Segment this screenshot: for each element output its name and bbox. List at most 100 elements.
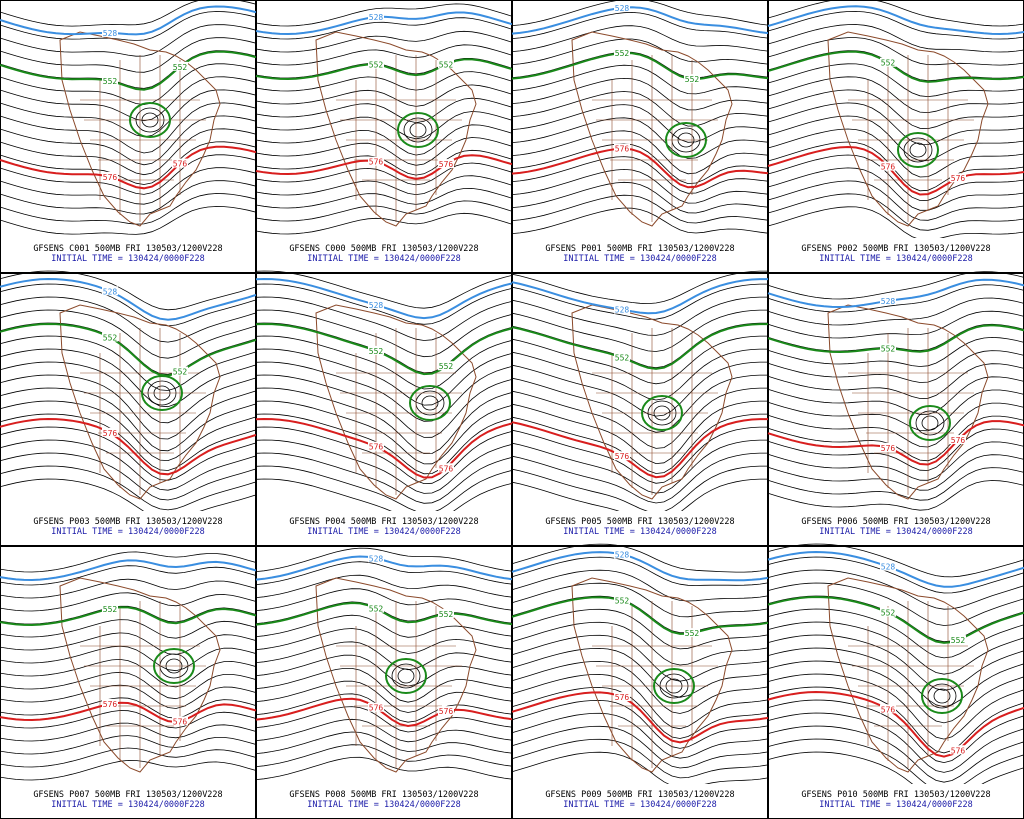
contour bbox=[767, 63, 1024, 98]
state-lines bbox=[336, 601, 462, 768]
height-contour bbox=[511, 147, 769, 189]
contour bbox=[0, 89, 257, 138]
height-contour bbox=[767, 145, 1024, 196]
contour-label: 552 bbox=[439, 61, 454, 70]
panel-frame bbox=[768, 546, 1024, 819]
contour bbox=[255, 270, 513, 309]
height-contour bbox=[0, 145, 257, 190]
low-contour bbox=[921, 415, 939, 431]
panel: 552 576 576 GFSENS P002 500MB FRI 130503/12… bbox=[767, 0, 1024, 273]
contour bbox=[255, 111, 513, 140]
contour bbox=[0, 759, 257, 781]
caption: GFSENS P006 500MB FRI 130503/1200V228 bbox=[801, 517, 990, 527]
label-bg bbox=[102, 27, 118, 37]
label-bg bbox=[438, 59, 454, 69]
label-bg bbox=[614, 143, 630, 153]
contour bbox=[255, 614, 513, 638]
contour bbox=[255, 296, 513, 341]
label-bg bbox=[950, 745, 966, 755]
contour bbox=[0, 658, 257, 688]
state-lines bbox=[336, 328, 462, 495]
contour-label: 552 bbox=[103, 77, 118, 86]
contour bbox=[255, 212, 513, 235]
contour bbox=[255, 84, 513, 107]
contour bbox=[767, 154, 1024, 201]
label-bg bbox=[880, 161, 896, 171]
contour bbox=[255, 137, 513, 166]
contour bbox=[255, 175, 513, 196]
label-bg bbox=[880, 295, 896, 305]
contour-label: 528 bbox=[369, 554, 384, 563]
height-contour bbox=[0, 559, 257, 582]
contour bbox=[255, 374, 513, 438]
contour bbox=[255, 162, 513, 186]
contour bbox=[767, 660, 1024, 724]
contour bbox=[0, 710, 257, 729]
caption: GFSENS C000 500MB FRI 130503/1200V228 bbox=[289, 244, 478, 254]
label-bg bbox=[614, 451, 630, 461]
contour-label: 552 bbox=[881, 345, 896, 354]
low-contour bbox=[409, 122, 427, 138]
contour bbox=[0, 735, 257, 755]
contour bbox=[0, 578, 257, 599]
initial-time: INITIAL TIME = 130424/0000F228 bbox=[51, 527, 205, 537]
contour-label: 576 bbox=[615, 693, 630, 702]
caption-bg bbox=[513, 784, 767, 818]
contour-label: 552 bbox=[685, 75, 700, 84]
contour bbox=[255, 478, 513, 524]
caption: GFSENS P001 500MB FRI 130503/1200V228 bbox=[545, 244, 734, 254]
contour bbox=[767, 608, 1024, 659]
contour bbox=[511, 143, 769, 185]
height-contour bbox=[0, 701, 257, 724]
contour bbox=[255, 731, 513, 754]
caption-bg bbox=[257, 511, 511, 545]
contour bbox=[767, 336, 1024, 367]
contour bbox=[767, 454, 1024, 491]
contour bbox=[0, 439, 257, 491]
panel-frame bbox=[0, 546, 256, 819]
contour bbox=[511, 452, 768, 504]
contour bbox=[255, 200, 513, 222]
map-outline bbox=[315, 31, 477, 227]
contour bbox=[0, 270, 257, 311]
low-ring bbox=[129, 102, 171, 138]
caption-bg bbox=[257, 784, 511, 818]
label-bg bbox=[172, 61, 188, 71]
map-outline bbox=[59, 304, 221, 500]
contour bbox=[255, 718, 513, 743]
contour bbox=[255, 400, 513, 465]
panel-frame bbox=[0, 0, 256, 273]
low-ring bbox=[397, 112, 439, 148]
caption: GFSENS P008 500MB FRI 130503/1200V228 bbox=[289, 790, 478, 800]
contour bbox=[767, 180, 1024, 221]
label-bg bbox=[950, 435, 966, 445]
contour bbox=[255, 3, 513, 27]
contour bbox=[0, 361, 257, 424]
label-bg bbox=[172, 716, 188, 726]
map-outline bbox=[59, 577, 221, 773]
contour-label: 528 bbox=[103, 287, 118, 296]
map-outline bbox=[827, 577, 989, 773]
height-contour bbox=[0, 50, 257, 91]
contour bbox=[0, 0, 257, 27]
height-contour bbox=[511, 551, 769, 582]
caption-bg bbox=[769, 511, 1023, 545]
map-outline bbox=[571, 31, 733, 227]
contour bbox=[767, 582, 1024, 626]
panel: 552 576 576 GFSENS P007 500MB FRI 130503/12… bbox=[0, 546, 257, 819]
label-bg bbox=[368, 702, 384, 712]
contour bbox=[511, 348, 768, 401]
caption: GFSENS P005 500MB FRI 130503/1200V228 bbox=[545, 517, 734, 527]
contour-label: 528 bbox=[103, 29, 118, 38]
contour-label: 552 bbox=[615, 354, 630, 363]
label-bg bbox=[172, 158, 188, 168]
contour bbox=[0, 387, 257, 452]
label-bg bbox=[102, 171, 118, 181]
label-bg bbox=[614, 549, 630, 559]
label-bg bbox=[102, 698, 118, 708]
contour bbox=[511, 686, 769, 739]
contour bbox=[511, 413, 768, 474]
low-contour bbox=[909, 142, 927, 158]
contour bbox=[511, 283, 768, 320]
contour bbox=[0, 697, 257, 719]
